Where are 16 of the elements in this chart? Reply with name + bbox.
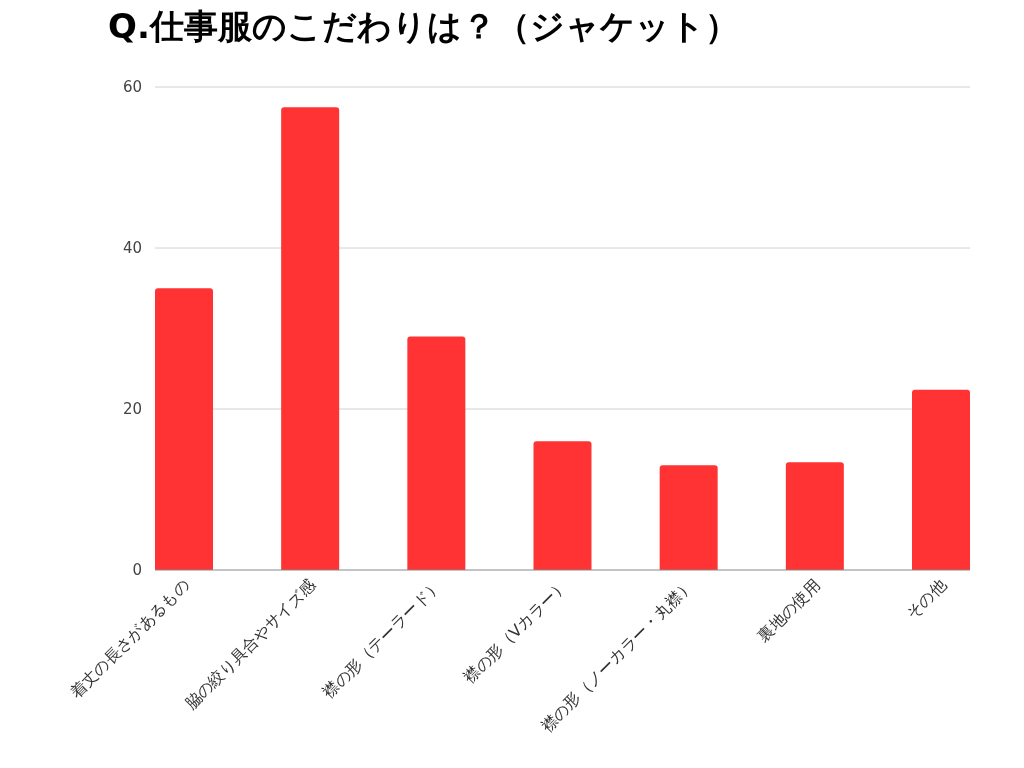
- x-tick-label: その他: [902, 575, 950, 623]
- bar: [407, 336, 466, 570]
- bar: [155, 288, 213, 570]
- bar: [785, 462, 844, 570]
- y-tick-label: 20: [122, 400, 142, 418]
- y-tick-label: 40: [122, 239, 142, 257]
- bar: [281, 107, 340, 570]
- bar: [659, 465, 718, 570]
- chart-title: Q.仕事服のこだわりは？（ジャケット）: [108, 6, 739, 46]
- y-tick-label: 0: [132, 561, 142, 579]
- bar: [912, 389, 970, 570]
- x-tick-label: 襟の形（テーラード）: [318, 575, 446, 702]
- x-tick-label: 裏地の使用: [753, 575, 824, 646]
- x-tick-label: 襟の形（Vカラー）: [459, 575, 572, 688]
- y-tick-label: 60: [122, 78, 142, 96]
- bar: [533, 441, 592, 570]
